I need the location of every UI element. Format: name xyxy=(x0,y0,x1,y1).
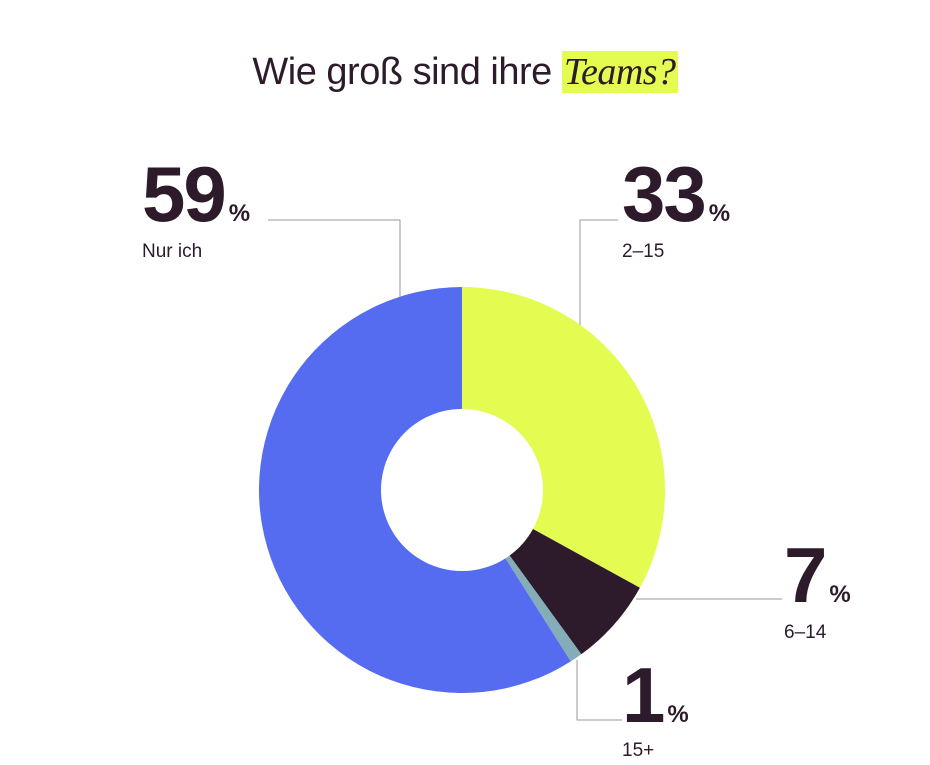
leader-line-2-15 xyxy=(579,219,618,325)
value-label-nur-ich: 59% xyxy=(142,150,251,238)
chart-title: Wie groß sind ihre Teams? xyxy=(0,50,930,94)
leader-line-15-plus xyxy=(576,660,622,721)
title-highlight: Teams? xyxy=(561,51,678,93)
value-label-15-plus: 1% xyxy=(622,651,689,739)
leader-line-nur-ich xyxy=(268,219,401,297)
slice-2-15 xyxy=(462,287,665,588)
title-text: Wie groß sind ihre xyxy=(252,51,552,93)
category-label-nur-ich: Nur ich xyxy=(142,241,203,262)
slice-6-14 xyxy=(509,529,640,655)
category-label-6-14: 6–14 xyxy=(784,622,827,643)
category-label-2-15: 2–15 xyxy=(622,241,665,262)
value-label-6-14: 7% xyxy=(784,531,851,619)
slice-nur-ich xyxy=(258,287,571,694)
value-label-2-15: 33% xyxy=(622,150,731,238)
slice-15- xyxy=(505,555,582,662)
category-label-15-plus: 15+ xyxy=(622,740,655,761)
